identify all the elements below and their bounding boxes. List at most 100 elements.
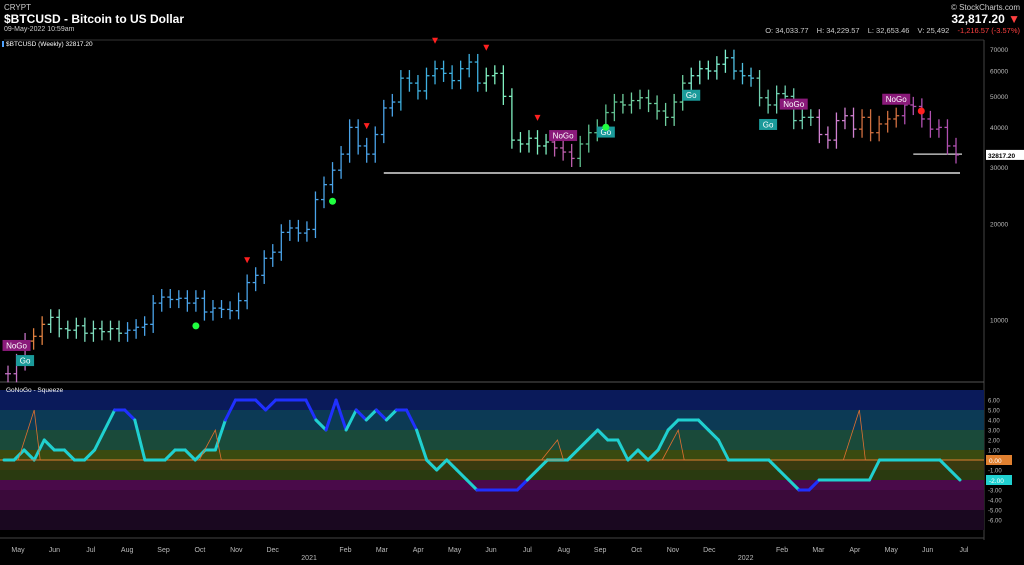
low-value: L: 32,653.46 xyxy=(867,26,910,35)
continuation-dot-icon xyxy=(192,322,200,330)
last-price-value: 32,817.20 xyxy=(951,12,1005,26)
price-y-tick-label: 70000 xyxy=(990,47,1008,54)
price-panel-label: $BTCUSD (Weekly) 32817.20 xyxy=(6,41,93,48)
price-y-tick-label: 10000 xyxy=(990,318,1008,325)
squeeze-line-segment xyxy=(163,448,177,462)
change-value: -1,216.57 (-3.57%) xyxy=(957,26,1020,35)
squeeze-band xyxy=(0,480,984,490)
squeeze-line-segment xyxy=(314,418,328,432)
squeeze-grid-marker xyxy=(842,409,866,461)
go-signal-badge xyxy=(596,126,615,138)
source-credit[interactable]: © StockCharts.com xyxy=(950,3,1020,12)
squeeze-line-segment xyxy=(807,478,821,492)
price-y-tick-label: 60000 xyxy=(990,69,1008,76)
exchange-label: CRYPT xyxy=(4,3,31,12)
squeeze-line-segment xyxy=(384,408,398,422)
x-tick-label: Sep xyxy=(157,547,170,554)
ohlc-readout: O: 34,033.77 H: 34,229.57 L: 32,653.46 V… xyxy=(759,26,1020,35)
x-tick-label: Jul xyxy=(960,547,969,554)
squeeze-band xyxy=(0,510,984,530)
squeeze-line-segment xyxy=(616,438,630,462)
squeeze-line-segment xyxy=(656,428,670,452)
squeeze-line-segment xyxy=(304,398,318,422)
squeeze-line-segment xyxy=(948,468,962,482)
squeeze-line-segment xyxy=(103,408,117,432)
nogo-signal-badge xyxy=(779,98,808,110)
squeeze-line-segment xyxy=(938,458,952,472)
squeeze-line-segment xyxy=(445,458,459,472)
squeeze-line-segment xyxy=(455,468,469,482)
squeeze-y-tick-label: 4.00 xyxy=(988,419,1000,425)
zero-value-tag xyxy=(986,455,1012,465)
squeeze-y-tick-label: 3.00 xyxy=(988,429,1000,435)
squeeze-y-tick-label: -4.00 xyxy=(988,499,1002,505)
squeeze-line-segment xyxy=(566,448,580,462)
go-signal-badge xyxy=(682,89,701,101)
squeeze-line-segment xyxy=(586,428,600,442)
squeeze-band xyxy=(0,470,984,480)
squeeze-y-tick-label: 6.00 xyxy=(988,399,1000,405)
x-tick-label: Apr xyxy=(413,547,425,554)
squeeze-band xyxy=(0,450,984,460)
squeeze-line-segment xyxy=(465,478,479,492)
squeeze-line-segment xyxy=(93,428,107,452)
x-tick-label: Mar xyxy=(812,547,825,554)
squeeze-line-segment xyxy=(334,398,348,432)
squeeze-line-segment xyxy=(415,428,429,462)
signal-badge-text: NoGo xyxy=(553,132,574,141)
squeeze-line-segment xyxy=(525,468,539,482)
squeeze-grid-marker xyxy=(17,409,41,461)
squeeze-line-segment xyxy=(324,398,338,432)
squeeze-line-segment xyxy=(716,438,731,462)
signal-badge-text: Go xyxy=(601,128,612,137)
squeeze-line-segment xyxy=(777,468,791,482)
chart-datetime: 09-May-2022 10:59am xyxy=(4,26,75,33)
exhaustion-triangle-icon xyxy=(363,123,370,130)
squeeze-line-segment xyxy=(706,428,720,442)
squeeze-line-segment xyxy=(435,458,449,472)
squeeze-line-segment xyxy=(596,428,610,442)
nogo-signal-badge xyxy=(549,130,578,142)
last-price: 32,817.20 ▼ xyxy=(951,12,1020,26)
signal-badge-text: Go xyxy=(20,357,31,366)
nogo-signal-badge xyxy=(882,93,911,105)
squeeze-line-segment xyxy=(223,398,237,422)
squeeze-line-segment xyxy=(133,418,147,462)
exhaustion-triangle-icon xyxy=(534,114,541,121)
squeeze-line-segment xyxy=(374,408,388,422)
squeeze-line-segment xyxy=(696,418,710,432)
x-tick-label: 2021 xyxy=(301,555,317,562)
x-tick-label: Dec xyxy=(703,547,716,554)
signal-badge-text: Go xyxy=(686,91,697,100)
price-y-tick-label: 40000 xyxy=(990,125,1008,132)
squeeze-line-segment xyxy=(425,458,439,472)
open-value: O: 34,033.77 xyxy=(765,26,809,35)
x-tick-label: Jul xyxy=(523,547,532,554)
squeeze-y-tick-label: -5.00 xyxy=(988,509,1002,515)
squeeze-y-tick-label: 5.00 xyxy=(988,409,1000,415)
continuation-dot-icon xyxy=(329,197,337,205)
chart-title: $BTCUSD - Bitcoin to US Dollar xyxy=(4,12,185,26)
squeeze-line-segment xyxy=(123,408,137,422)
exhaustion-triangle-icon xyxy=(244,257,251,264)
squeeze-band xyxy=(0,490,984,510)
x-tick-label: 2022 xyxy=(738,555,754,562)
squeeze-line-segment xyxy=(515,478,529,492)
squeeze-grid-marker xyxy=(661,428,685,461)
x-tick-label: May xyxy=(448,547,462,554)
x-tick-label: Feb xyxy=(776,547,788,554)
squeeze-y-tick-label: -3.00 xyxy=(988,489,1002,495)
price-y-tick-label: 30000 xyxy=(990,165,1008,172)
squeeze-line-segment xyxy=(646,448,660,462)
squeeze-line-segment xyxy=(867,458,881,482)
squeeze-line-segment xyxy=(344,408,358,432)
squeeze-line-segment xyxy=(626,448,640,462)
continuation-dot-icon xyxy=(602,123,610,131)
squeeze-y-tick-label: 2.00 xyxy=(988,439,1000,445)
x-tick-label: Dec xyxy=(266,547,279,554)
squeeze-y-tick-label: 1.00 xyxy=(988,449,1000,455)
squeeze-line-segment xyxy=(364,408,378,422)
signal-badge-text: NoGo xyxy=(6,341,27,350)
squeeze-grid-marker xyxy=(198,428,222,461)
